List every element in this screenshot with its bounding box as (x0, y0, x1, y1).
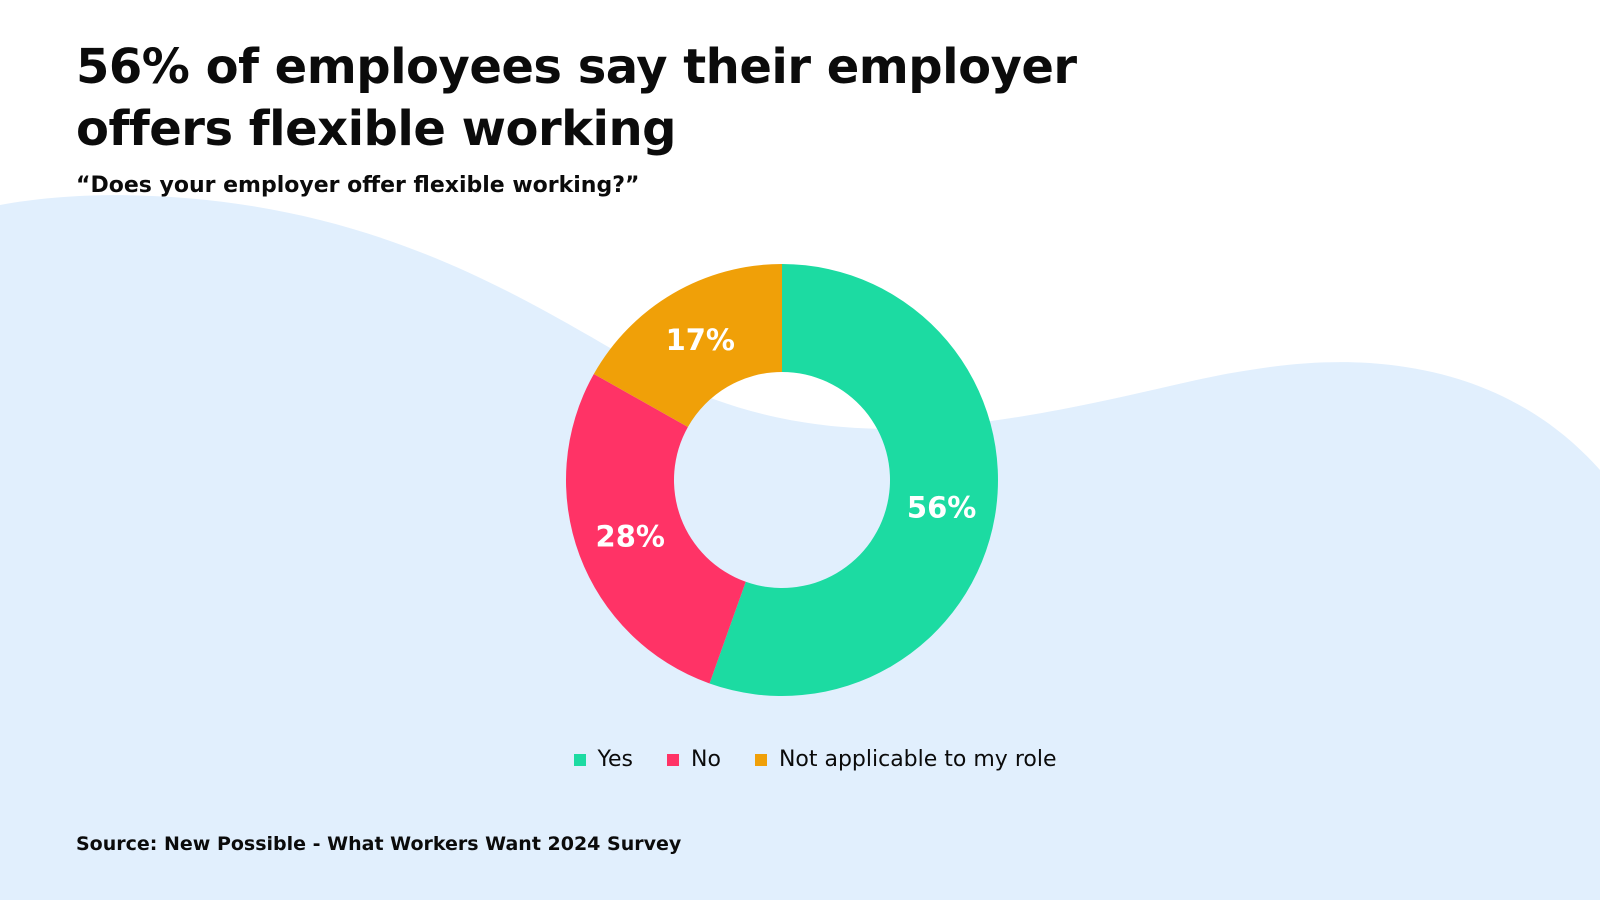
donut-slice-yes (709, 264, 998, 696)
chart-subtitle: “Does your employer offer flexible worki… (76, 173, 640, 198)
donut-slice-not-applicable-to-my-role (593, 264, 782, 427)
legend-label-no: No (691, 747, 721, 772)
legend-swatch-yes (573, 754, 586, 766)
legend-item-yes: Yes (573, 746, 634, 774)
chart-title: 56% of employees say their employer offe… (76, 39, 1077, 157)
source-note: Source: New Possible - What Workers Want… (76, 833, 682, 855)
slice-label-yes: 56% (907, 491, 976, 525)
donut-slice-no (566, 373, 746, 684)
legend-swatch-no (667, 754, 680, 766)
slice-label-not-applicable-to-my-role: 17% (666, 323, 735, 357)
legend-label-yes: Yes (597, 747, 634, 772)
chart-legend: Yes No Not applicable to my role (0, 746, 1600, 774)
legend-label-not-applicable-to-my-role: Not applicable to my role (778, 747, 1057, 772)
legend-item-no: No (667, 746, 721, 774)
slice-label-no: 28% (596, 520, 665, 554)
legend-item-not-applicable-to-my-role: Not applicable to my role (754, 746, 1057, 774)
legend-swatch-not-applicable-to-my-role (754, 754, 767, 766)
